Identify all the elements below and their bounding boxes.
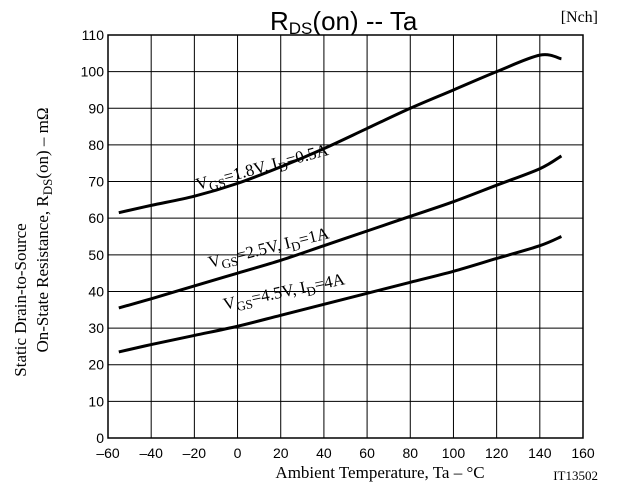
y-tick-label: 110 — [82, 27, 105, 43]
y-axis-label-line2: On-State Resistance, RDS(on) – mΩ — [33, 107, 55, 352]
x-tick-label: 140 — [528, 445, 552, 461]
series-line-2 — [118, 154, 563, 310]
x-tick-label: 100 — [442, 445, 466, 461]
x-tick-label: 160 — [571, 445, 595, 461]
grid-lines — [107, 34, 584, 439]
y-tick-label: 30 — [88, 320, 104, 336]
y-tick-label: 100 — [81, 64, 105, 80]
series-line-1 — [118, 53, 562, 215]
y-tick-label: 90 — [88, 100, 104, 116]
x-tick-label: –40 — [140, 445, 164, 461]
x-axis-label: Ambient Temperature, Ta – °C — [275, 463, 484, 482]
plot-frame — [107, 34, 584, 439]
y-tick-label: 60 — [88, 210, 104, 226]
series-label-1: VGS=1.8V, ID=0.5A — [194, 140, 332, 197]
y-tick-label: 10 — [88, 393, 104, 409]
x-tick-labels: –60 –40 –20 0 20 40 60 80 100 120 140 160 — [96, 445, 595, 461]
channel-tag: [Nch] — [561, 9, 598, 26]
y-tick-label: 80 — [88, 137, 104, 153]
chart-title: RDS(on) -- Ta — [270, 6, 418, 38]
y-tick-labels: 0 10 20 30 40 50 60 70 80 90 100 110 — [81, 27, 105, 446]
y-tick-label: 50 — [88, 247, 104, 263]
y-tick-label: 70 — [88, 174, 104, 190]
x-tick-label: 60 — [359, 445, 375, 461]
series-label-3: VGS=4.5V, ID=4A — [221, 269, 347, 316]
figure-code: IT13502 — [553, 468, 598, 483]
series-line-3 — [118, 235, 563, 354]
x-tick-label: –60 — [96, 445, 120, 461]
x-tick-label: 20 — [273, 445, 289, 461]
x-tick-label: 80 — [402, 445, 418, 461]
x-tick-label: 40 — [316, 445, 332, 461]
y-axis-label-line1: Static Drain-to-Source — [11, 223, 30, 376]
y-tick-label: 20 — [88, 357, 104, 373]
x-tick-label: 0 — [234, 445, 242, 461]
x-tick-label: –20 — [183, 445, 207, 461]
x-tick-label: 120 — [485, 445, 509, 461]
y-tick-label: 40 — [88, 283, 104, 299]
y-tick-label: 0 — [96, 430, 104, 446]
